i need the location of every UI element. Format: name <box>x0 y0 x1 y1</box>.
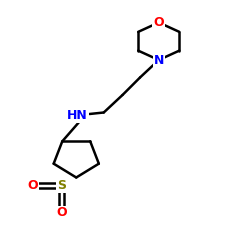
Text: O: O <box>154 16 164 29</box>
Text: N: N <box>154 54 164 66</box>
Text: O: O <box>56 206 66 220</box>
Text: HN: HN <box>67 109 88 122</box>
Text: O: O <box>27 179 38 192</box>
Text: S: S <box>57 179 66 192</box>
